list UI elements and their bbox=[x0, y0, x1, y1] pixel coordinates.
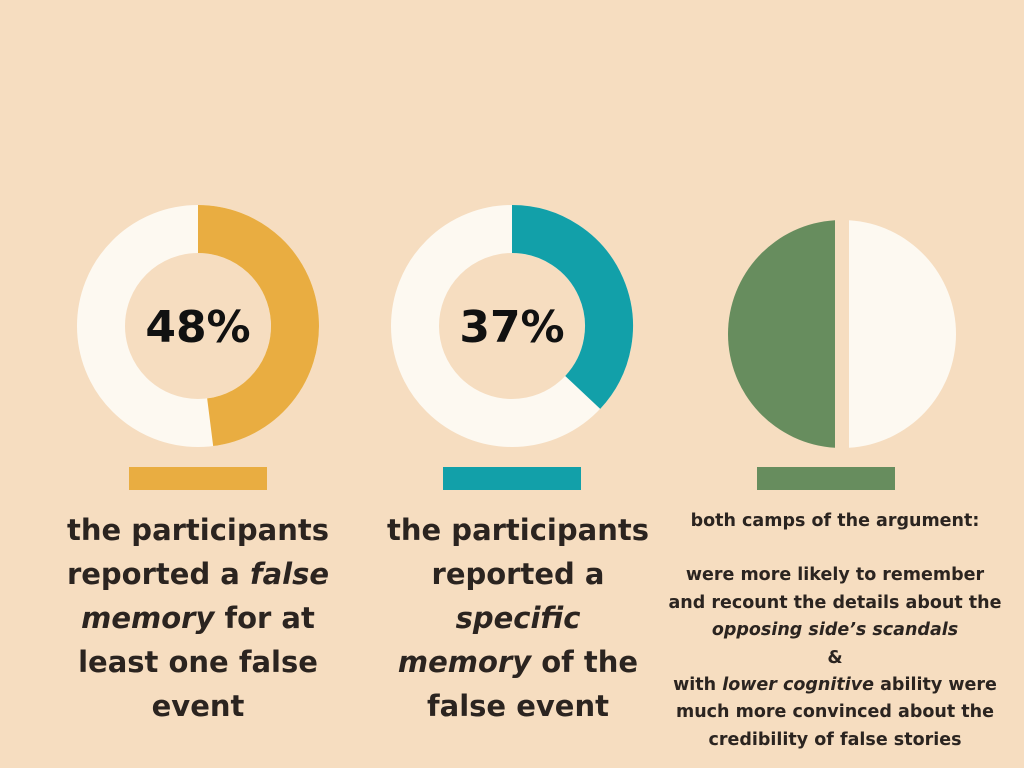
donut-chart-false-memory: 48% bbox=[77, 205, 319, 447]
split-half-green bbox=[728, 220, 835, 448]
caption-line: the participants bbox=[67, 513, 329, 547]
donut-percent-label: 37% bbox=[459, 302, 564, 353]
caption-heading: both camps of the argument: bbox=[690, 511, 980, 531]
donut-chart-specific-memory: 37% bbox=[391, 205, 633, 447]
caption-line: event bbox=[151, 689, 245, 723]
green-underline-bar bbox=[757, 467, 895, 490]
donut-arc-value bbox=[511, 205, 633, 409]
teal-underline-bar bbox=[443, 467, 581, 490]
caption-line: and recount the details about the bbox=[668, 592, 1002, 613]
caption-line: memory for at bbox=[81, 601, 315, 635]
caption-line: with lower cognitive ability were bbox=[673, 675, 997, 696]
caption-both-camps: both camps of the argument: were more li… bbox=[660, 508, 1010, 754]
caption-false-memory: the participants reported a false memory… bbox=[53, 508, 343, 728]
caption-line: credibility of false stories bbox=[708, 729, 962, 750]
donut-percent-label: 48% bbox=[145, 302, 250, 353]
caption-line: specific bbox=[455, 601, 581, 635]
caption-line: memory of the bbox=[397, 645, 639, 679]
split-circle-chart bbox=[728, 220, 956, 448]
caption-line: were more likely to remember bbox=[685, 565, 985, 586]
caption-line: false event bbox=[427, 689, 609, 723]
caption-line: least one false bbox=[78, 645, 318, 679]
caption-line: opposing side’s scandals bbox=[711, 620, 959, 641]
caption-line: & bbox=[827, 647, 843, 668]
caption-line: the participants bbox=[387, 513, 649, 547]
split-half-cream bbox=[849, 220, 956, 448]
yellow-underline-bar bbox=[129, 467, 267, 490]
donut-arc-value bbox=[197, 205, 319, 447]
caption-line: reported a false bbox=[66, 557, 330, 591]
caption-line: reported a bbox=[431, 557, 605, 591]
caption-line: much more convinced about the bbox=[675, 702, 995, 723]
caption-specific-memory: the participants reported a specific mem… bbox=[373, 508, 663, 728]
caption-spacer bbox=[660, 535, 1010, 562]
